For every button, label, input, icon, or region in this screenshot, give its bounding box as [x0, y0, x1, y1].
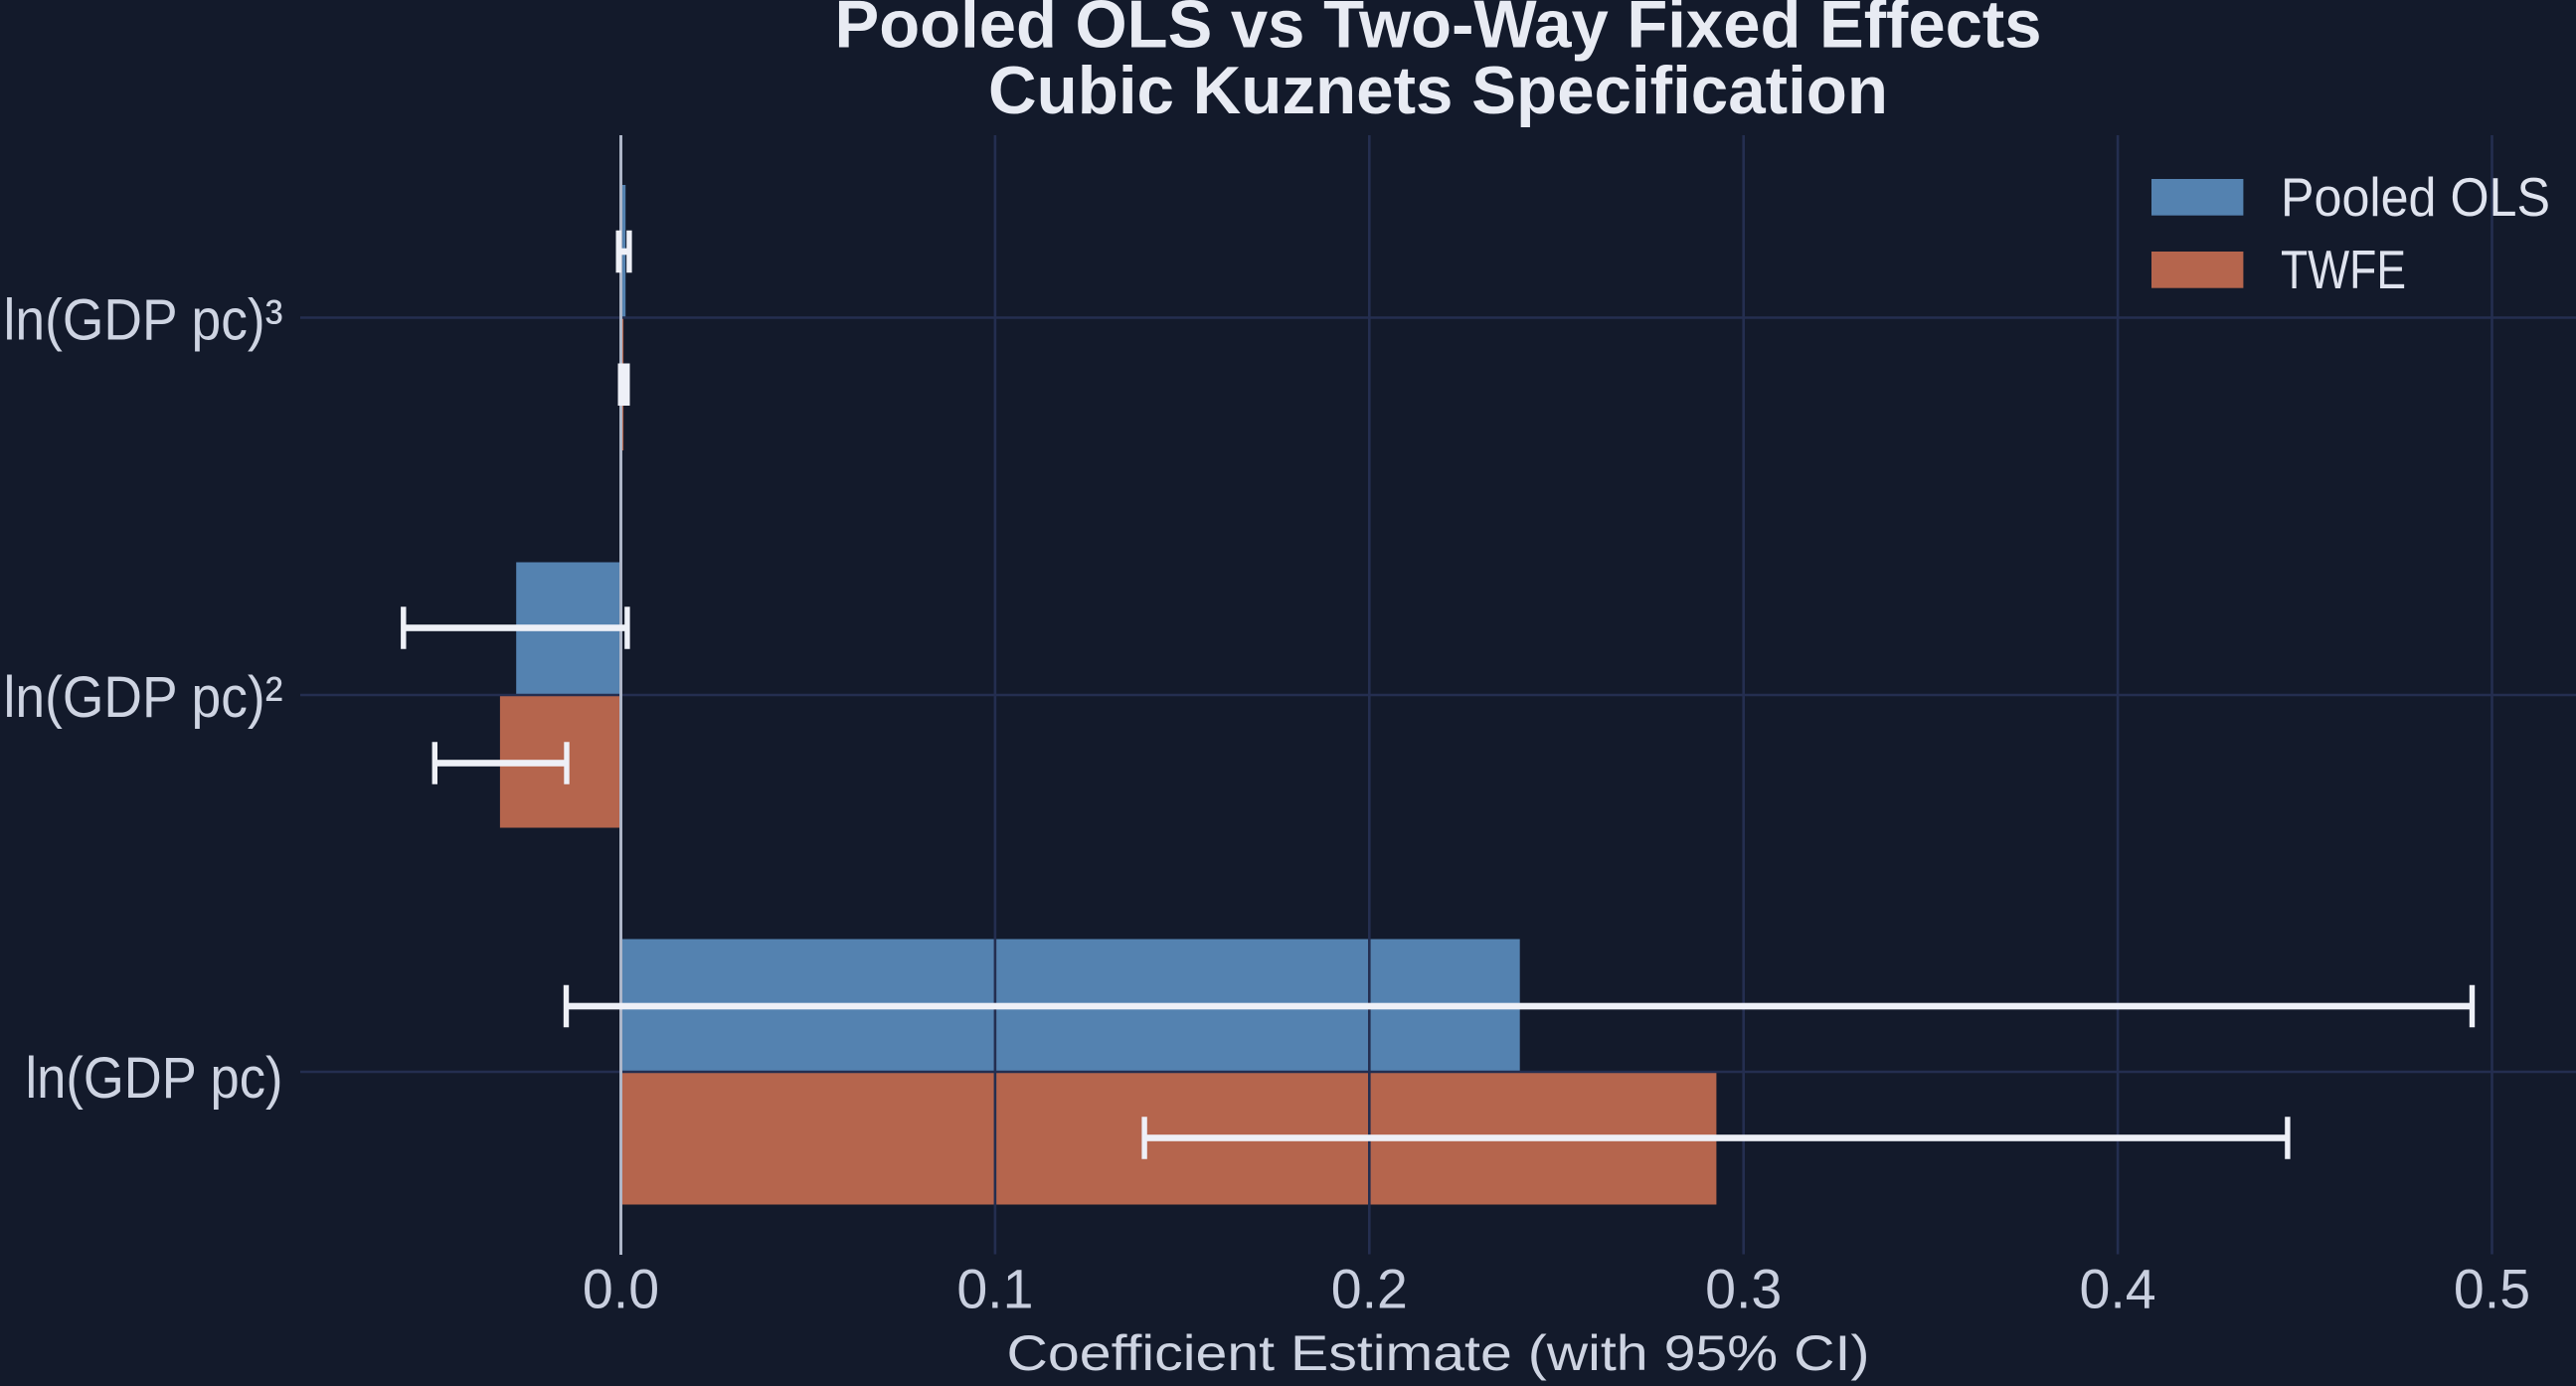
svg-text:Cubic Kuznets Specification: Cubic Kuznets Specification [988, 54, 1888, 128]
svg-text:0.2: 0.2 [1331, 1259, 1408, 1320]
svg-text:0.0: 0.0 [583, 1259, 659, 1320]
svg-text:ln(GDP pc)²: ln(GDP pc)² [4, 665, 283, 730]
svg-text:0.3: 0.3 [1705, 1259, 1782, 1320]
svg-text:0.1: 0.1 [956, 1259, 1033, 1320]
svg-text:Pooled OLS: Pooled OLS [2281, 166, 2550, 228]
svg-text:ln(GDP pc): ln(GDP pc) [26, 1046, 283, 1111]
svg-text:Pooled OLS vs Two-Way Fixed Ef: Pooled OLS vs Two-Way Fixed Effects [835, 0, 2042, 63]
svg-text:TWFE: TWFE [2281, 239, 2406, 300]
svg-text:Coefficient Estimate (with 95%: Coefficient Estimate (with 95% CI) [1007, 1324, 1870, 1381]
svg-text:0.5: 0.5 [2454, 1259, 2530, 1320]
svg-text:0.4: 0.4 [2080, 1259, 2156, 1320]
svg-text:ln(GDP pc)³: ln(GDP pc)³ [4, 288, 283, 353]
